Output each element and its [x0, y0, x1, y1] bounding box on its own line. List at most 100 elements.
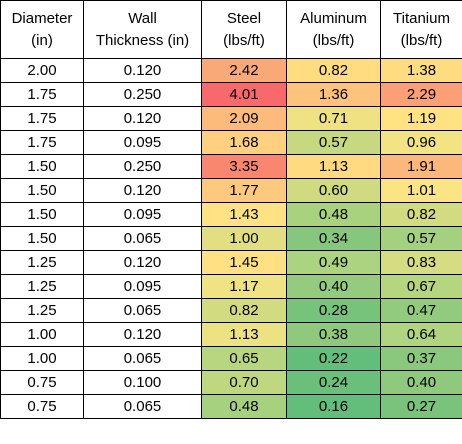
diameter-cell: 1.50: [0, 226, 84, 251]
steel-cell: 4.01: [201, 82, 287, 107]
wall-cell: 0.120: [83, 250, 202, 275]
steel-cell: 2.42: [201, 58, 287, 83]
header-diameter-line1: Diameter: [11, 9, 73, 27]
titanium-cell: 1.01: [380, 178, 462, 203]
diameter-cell: 1.00: [0, 322, 84, 347]
aluminum-cell: 0.38: [286, 322, 381, 347]
titanium-cell: 1.19: [380, 106, 462, 131]
wall-cell: 0.065: [83, 226, 202, 251]
table-row: 0.75 0.100 0.70 0.24 0.40: [0, 370, 462, 395]
steel-cell: 3.35: [201, 154, 287, 179]
header-steel-line1: Steel: [226, 9, 262, 27]
header-row: Diameter (in) Wall Thickness (in) Steel …: [0, 0, 462, 59]
wall-cell: 0.120: [83, 106, 202, 131]
wall-cell: 0.120: [83, 322, 202, 347]
wall-cell: 0.250: [83, 154, 202, 179]
header-titanium-line2: (lbs/ft): [400, 31, 443, 49]
aluminum-cell: 0.28: [286, 298, 381, 323]
titanium-cell: 0.82: [380, 202, 462, 227]
header-aluminum-line1: Aluminum: [300, 9, 367, 27]
header-wall-thickness: Wall Thickness (in): [83, 0, 202, 59]
aluminum-cell: 0.24: [286, 370, 381, 395]
diameter-cell: 1.00: [0, 346, 84, 371]
header-wall-line2: Thickness (in): [95, 31, 190, 49]
header-aluminum: Aluminum (lbs/ft): [286, 0, 381, 59]
wall-cell: 0.065: [83, 298, 202, 323]
titanium-cell: 2.29: [380, 82, 462, 107]
aluminum-cell: 0.16: [286, 394, 381, 419]
titanium-cell: 0.40: [380, 370, 462, 395]
header-steel-line2: (lbs/ft): [223, 31, 265, 49]
wall-cell: 0.065: [83, 346, 202, 371]
titanium-cell: 0.64: [380, 322, 462, 347]
steel-cell: 0.65: [201, 346, 287, 371]
diameter-cell: 1.50: [0, 178, 84, 203]
steel-cell: 1.13: [201, 322, 287, 347]
steel-cell: 0.48: [201, 394, 287, 419]
table-row: 1.75 0.250 4.01 1.36 2.29: [0, 82, 462, 107]
diameter-cell: 1.50: [0, 154, 84, 179]
header-titanium: Titanium (lbs/ft): [380, 0, 462, 59]
titanium-cell: 0.57: [380, 226, 462, 251]
aluminum-cell: 0.40: [286, 274, 381, 299]
aluminum-cell: 0.57: [286, 130, 381, 155]
aluminum-cell: 1.13: [286, 154, 381, 179]
steel-cell: 0.70: [201, 370, 287, 395]
table-row: 1.25 0.120 1.45 0.49 0.83: [0, 250, 462, 275]
aluminum-cell: 1.36: [286, 82, 381, 107]
aluminum-cell: 0.71: [286, 106, 381, 131]
titanium-cell: 0.67: [380, 274, 462, 299]
steel-cell: 1.43: [201, 202, 287, 227]
titanium-cell: 0.47: [380, 298, 462, 323]
diameter-cell: 1.50: [0, 202, 84, 227]
aluminum-cell: 0.34: [286, 226, 381, 251]
diameter-cell: 1.75: [0, 106, 84, 131]
steel-cell: 1.77: [201, 178, 287, 203]
wall-cell: 0.120: [83, 178, 202, 203]
wall-cell: 0.065: [83, 394, 202, 419]
steel-cell: 1.00: [201, 226, 287, 251]
steel-cell: 1.68: [201, 130, 287, 155]
wall-cell: 0.250: [83, 82, 202, 107]
wall-cell: 0.095: [83, 274, 202, 299]
header-aluminum-line2: (lbs/ft): [312, 31, 355, 49]
wall-cell: 0.100: [83, 370, 202, 395]
titanium-cell: 0.96: [380, 130, 462, 155]
table-row: 1.25 0.095 1.17 0.40 0.67: [0, 274, 462, 299]
table-row: 1.50 0.120 1.77 0.60 1.01: [0, 178, 462, 203]
header-steel: Steel (lbs/ft): [201, 0, 287, 59]
aluminum-cell: 0.49: [286, 250, 381, 275]
aluminum-cell: 0.60: [286, 178, 381, 203]
wall-cell: 0.095: [83, 130, 202, 155]
table-row: 1.50 0.065 1.00 0.34 0.57: [0, 226, 462, 251]
steel-cell: 0.82: [201, 298, 287, 323]
aluminum-cell: 0.22: [286, 346, 381, 371]
titanium-cell: 1.38: [380, 58, 462, 83]
wall-cell: 0.120: [83, 58, 202, 83]
tube-weight-table: Diameter (in) Wall Thickness (in) Steel …: [0, 0, 462, 419]
diameter-cell: 1.75: [0, 130, 84, 155]
table-row: 2.00 0.120 2.42 0.82 1.38: [0, 58, 462, 83]
table-row: 1.75 0.120 2.09 0.71 1.19: [0, 106, 462, 131]
table-row: 0.75 0.065 0.48 0.16 0.27: [0, 394, 462, 419]
wall-cell: 0.095: [83, 202, 202, 227]
table-row: 1.50 0.250 3.35 1.13 1.91: [0, 154, 462, 179]
diameter-cell: 1.75: [0, 82, 84, 107]
diameter-cell: 0.75: [0, 394, 84, 419]
diameter-cell: 2.00: [0, 58, 84, 83]
steel-cell: 2.09: [201, 106, 287, 131]
steel-cell: 1.17: [201, 274, 287, 299]
table-row: 1.50 0.095 1.43 0.48 0.82: [0, 202, 462, 227]
diameter-cell: 1.25: [0, 274, 84, 299]
titanium-cell: 0.83: [380, 250, 462, 275]
aluminum-cell: 0.48: [286, 202, 381, 227]
header-titanium-line1: Titanium: [393, 9, 450, 27]
aluminum-cell: 0.82: [286, 58, 381, 83]
diameter-cell: 0.75: [0, 370, 84, 395]
titanium-cell: 0.27: [380, 394, 462, 419]
titanium-cell: 0.37: [380, 346, 462, 371]
table-row: 1.75 0.095 1.68 0.57 0.96: [0, 130, 462, 155]
header-diameter: Diameter (in): [0, 0, 84, 59]
steel-cell: 1.45: [201, 250, 287, 275]
header-wall-line1: Wall: [128, 9, 157, 27]
